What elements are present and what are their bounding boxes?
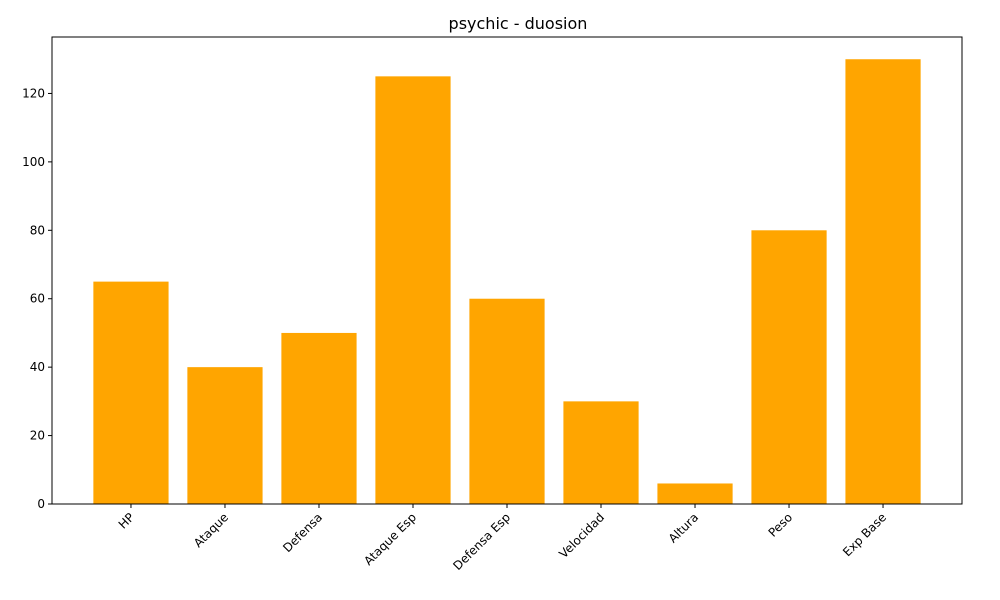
bar-velocidad	[563, 401, 639, 504]
plot-frame	[51, 36, 963, 505]
x-axis: HP Ataque Defensa Ataque Esp Defensa Esp Velo…	[116, 504, 889, 573]
x-tick-label: Peso	[766, 510, 796, 540]
bar-defensa-esp	[469, 298, 545, 504]
y-tick-label: 20	[30, 429, 45, 443]
x-tick-label: Exp Base	[840, 510, 889, 559]
chart-title: psychic - duosion	[449, 14, 588, 33]
bar-altura	[657, 483, 733, 504]
x-tick-label: Ataque Esp	[361, 510, 419, 568]
x-tick-label: Defensa	[280, 510, 325, 555]
bar-ataque	[187, 367, 263, 504]
y-tick-label: 80	[30, 223, 45, 237]
x-tick-label: HP	[116, 510, 137, 531]
x-tick-label: Defensa Esp	[450, 510, 513, 573]
y-axis: 0 20 40 60 80 100 120	[22, 86, 52, 511]
bar-ataque-esp	[375, 76, 451, 504]
y-tick-label: 100	[22, 155, 45, 169]
y-tick-label: 120	[22, 86, 45, 100]
x-tick-label: Velocidad	[556, 510, 607, 561]
bar-defensa	[281, 332, 357, 504]
bar-peso	[751, 230, 827, 505]
bars-layer	[93, 59, 921, 505]
x-tick-label: Altura	[666, 510, 701, 545]
y-tick-label: 0	[37, 497, 45, 511]
x-tick-label: Ataque	[191, 510, 231, 550]
bar-hp	[93, 281, 169, 504]
y-tick-label: 40	[30, 360, 45, 374]
bar-exp-base	[845, 59, 921, 504]
y-tick-label: 60	[30, 292, 45, 306]
